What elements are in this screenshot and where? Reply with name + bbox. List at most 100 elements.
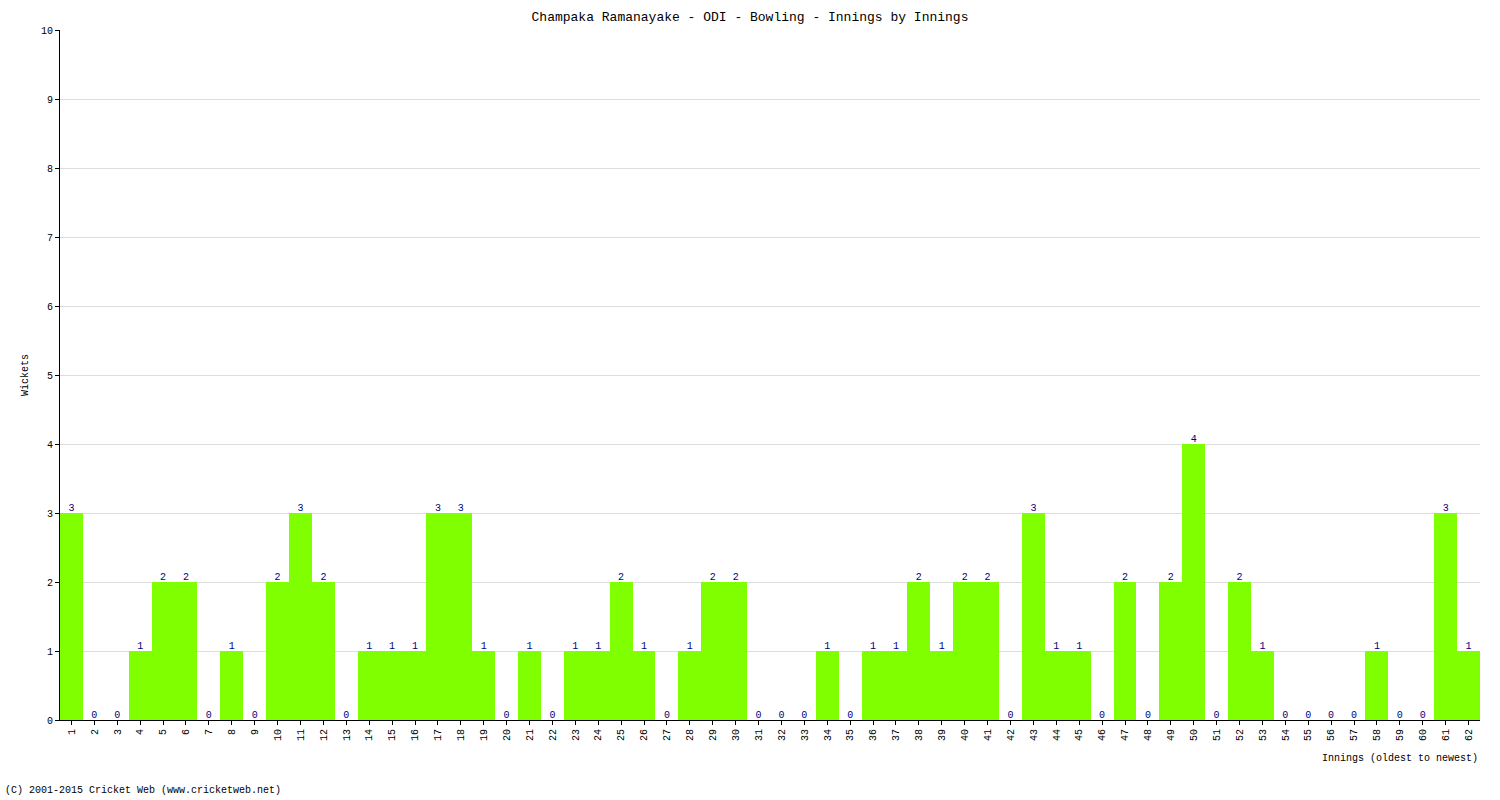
svg-text:24: 24	[593, 729, 604, 741]
svg-text:1: 1	[1053, 641, 1059, 652]
svg-text:26: 26	[639, 729, 650, 741]
svg-text:6: 6	[181, 729, 192, 735]
svg-text:8: 8	[227, 729, 238, 735]
svg-text:20: 20	[502, 729, 513, 741]
svg-text:1: 1	[687, 641, 693, 652]
svg-text:1: 1	[939, 641, 945, 652]
svg-text:5: 5	[47, 371, 53, 382]
svg-text:3: 3	[113, 729, 124, 735]
svg-text:25: 25	[616, 729, 627, 741]
svg-text:3: 3	[458, 503, 464, 514]
svg-text:1: 1	[870, 641, 876, 652]
svg-text:0: 0	[1214, 710, 1220, 721]
svg-text:16: 16	[410, 729, 421, 741]
svg-text:0: 0	[504, 710, 510, 721]
svg-text:10: 10	[273, 729, 284, 741]
svg-text:2: 2	[916, 572, 922, 583]
svg-text:1: 1	[229, 641, 235, 652]
svg-text:0: 0	[114, 710, 120, 721]
svg-text:(C) 2001-2015 Cricket Web (www: (C) 2001-2015 Cricket Web (www.cricketwe…	[5, 785, 281, 796]
svg-text:Champaka Ramanayake - ODI - Bo: Champaka Ramanayake - ODI - Bowling - In…	[532, 10, 969, 25]
svg-text:2: 2	[985, 572, 991, 583]
svg-text:1: 1	[1076, 641, 1082, 652]
svg-text:39: 39	[937, 729, 948, 741]
svg-text:2: 2	[320, 572, 326, 583]
svg-text:1: 1	[641, 641, 647, 652]
svg-text:59: 59	[1395, 729, 1406, 741]
svg-text:43: 43	[1029, 729, 1040, 741]
svg-text:2: 2	[733, 572, 739, 583]
svg-text:52: 52	[1235, 729, 1246, 741]
svg-text:1: 1	[47, 647, 53, 658]
svg-text:0: 0	[1305, 710, 1311, 721]
svg-text:31: 31	[754, 729, 765, 741]
svg-text:55: 55	[1303, 729, 1314, 741]
svg-text:2: 2	[47, 578, 53, 589]
svg-text:41: 41	[983, 729, 994, 741]
svg-text:7: 7	[47, 233, 53, 244]
svg-text:1: 1	[527, 641, 533, 652]
svg-text:38: 38	[914, 729, 925, 741]
svg-text:37: 37	[891, 729, 902, 741]
svg-text:0: 0	[1351, 710, 1357, 721]
svg-text:27: 27	[662, 729, 673, 741]
svg-text:21: 21	[525, 729, 536, 741]
svg-text:Innings (oldest to newest): Innings (oldest to newest)	[1322, 753, 1478, 764]
svg-text:50: 50	[1189, 729, 1200, 741]
svg-text:29: 29	[708, 729, 719, 741]
svg-text:2: 2	[1237, 572, 1243, 583]
svg-text:35: 35	[845, 729, 856, 741]
svg-text:17: 17	[433, 729, 444, 741]
svg-text:0: 0	[206, 710, 212, 721]
svg-text:2: 2	[1168, 572, 1174, 583]
svg-text:12: 12	[319, 729, 330, 741]
svg-text:32: 32	[777, 729, 788, 741]
svg-text:15: 15	[387, 729, 398, 741]
svg-text:0: 0	[664, 710, 670, 721]
svg-text:1: 1	[1259, 641, 1265, 652]
svg-text:22: 22	[548, 729, 559, 741]
svg-text:48: 48	[1143, 729, 1154, 741]
svg-text:3: 3	[297, 503, 303, 514]
svg-text:2: 2	[90, 729, 101, 735]
svg-text:0: 0	[47, 716, 53, 727]
svg-text:4: 4	[1191, 434, 1197, 445]
svg-text:30: 30	[731, 729, 742, 741]
svg-text:18: 18	[456, 729, 467, 741]
svg-text:40: 40	[960, 729, 971, 741]
svg-text:0: 0	[1397, 710, 1403, 721]
svg-text:2: 2	[618, 572, 624, 583]
svg-text:42: 42	[1006, 729, 1017, 741]
svg-text:8: 8	[47, 164, 53, 175]
svg-text:11: 11	[296, 729, 307, 741]
svg-text:10: 10	[41, 26, 53, 37]
svg-text:3: 3	[435, 503, 441, 514]
svg-text:58: 58	[1372, 729, 1383, 741]
svg-text:4: 4	[47, 440, 53, 451]
svg-text:0: 0	[343, 710, 349, 721]
svg-text:1: 1	[389, 641, 395, 652]
svg-text:5: 5	[158, 729, 169, 735]
svg-text:13: 13	[342, 729, 353, 741]
svg-text:0: 0	[1099, 710, 1105, 721]
svg-text:0: 0	[1145, 710, 1151, 721]
svg-text:1: 1	[893, 641, 899, 652]
svg-text:14: 14	[364, 729, 375, 741]
svg-text:44: 44	[1052, 729, 1063, 741]
svg-text:60: 60	[1418, 729, 1429, 741]
svg-text:0: 0	[801, 710, 807, 721]
svg-text:28: 28	[685, 729, 696, 741]
svg-text:0: 0	[1282, 710, 1288, 721]
svg-text:53: 53	[1258, 729, 1269, 741]
svg-text:0: 0	[549, 710, 555, 721]
svg-text:2: 2	[1122, 572, 1128, 583]
svg-text:1: 1	[366, 641, 372, 652]
svg-text:2: 2	[962, 572, 968, 583]
svg-text:56: 56	[1326, 729, 1337, 741]
svg-text:2: 2	[183, 572, 189, 583]
svg-text:2: 2	[275, 572, 281, 583]
svg-text:1: 1	[572, 641, 578, 652]
svg-text:57: 57	[1349, 729, 1360, 741]
svg-text:1: 1	[481, 641, 487, 652]
svg-text:36: 36	[868, 729, 879, 741]
